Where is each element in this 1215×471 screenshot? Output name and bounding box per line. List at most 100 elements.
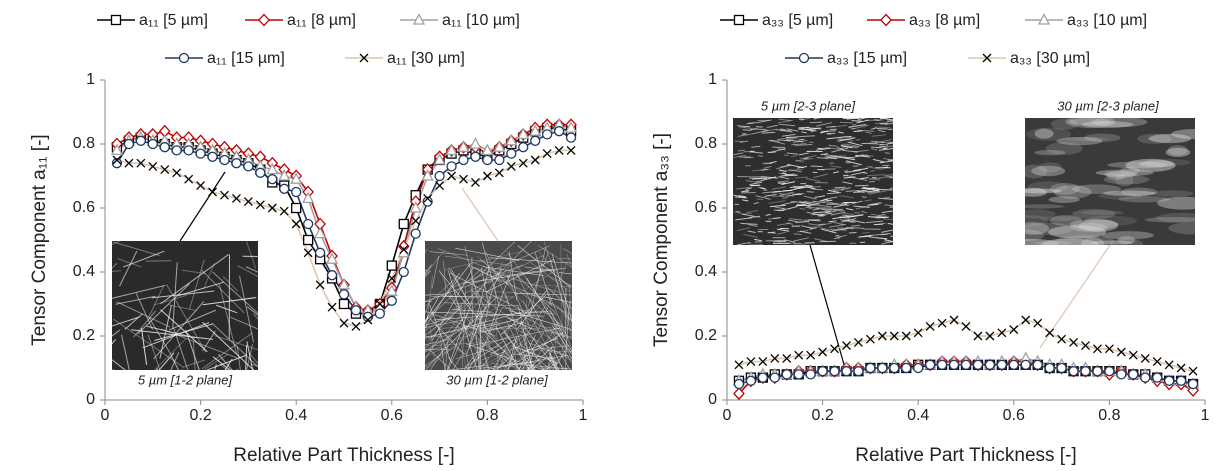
marker bbox=[445, 143, 458, 156]
inset-fiber bbox=[883, 218, 893, 221]
marker bbox=[1080, 366, 1091, 377]
inset-blob bbox=[1025, 204, 1065, 209]
marker bbox=[1188, 366, 1198, 376]
inset-fiber bbox=[438, 269, 486, 370]
inset-blob bbox=[1049, 214, 1082, 227]
inset-fiber bbox=[490, 336, 522, 370]
marker bbox=[136, 158, 146, 168]
inset-fiber bbox=[884, 174, 893, 176]
inset-fiber bbox=[779, 129, 793, 133]
inset-fiber bbox=[218, 284, 237, 354]
inset-blob bbox=[1069, 218, 1119, 230]
marker bbox=[913, 362, 924, 374]
inset-fiber bbox=[446, 301, 472, 370]
inset-fiber bbox=[205, 354, 247, 370]
inset-fiber bbox=[473, 338, 536, 370]
marker bbox=[374, 308, 386, 319]
marker bbox=[853, 366, 864, 377]
inset-fiber bbox=[845, 160, 862, 166]
marker bbox=[1116, 369, 1127, 380]
inset-fiber bbox=[874, 139, 892, 144]
inset-fiber bbox=[841, 187, 851, 191]
y-tick-label: 0.2 bbox=[73, 327, 95, 344]
inset-fiber bbox=[861, 196, 867, 199]
inset-fiber bbox=[538, 326, 572, 331]
inset-fiber bbox=[884, 240, 889, 243]
inset-fiber bbox=[778, 169, 787, 172]
inset-fiber bbox=[425, 346, 448, 357]
inset-fiber bbox=[830, 124, 848, 128]
inset-fiber bbox=[806, 203, 819, 207]
inset-fiber bbox=[563, 248, 572, 254]
marker bbox=[877, 362, 888, 374]
inset-fiber bbox=[870, 213, 880, 216]
inset-fiber bbox=[468, 285, 516, 347]
inset-fiber bbox=[553, 335, 557, 366]
inset-fiber bbox=[192, 340, 196, 370]
inset-fiber bbox=[425, 311, 497, 337]
inset-fiber bbox=[878, 176, 889, 179]
inset-fiber bbox=[853, 167, 869, 172]
inset-fiber bbox=[466, 327, 560, 347]
inset-fiber bbox=[843, 174, 853, 177]
marker bbox=[997, 328, 1007, 338]
inset-blob bbox=[1120, 187, 1158, 197]
inset-fiber bbox=[439, 271, 496, 340]
inset-fiber bbox=[425, 267, 483, 322]
inset-fiber bbox=[851, 219, 866, 224]
inset-fiber bbox=[504, 331, 564, 370]
inset-fiber bbox=[870, 203, 879, 206]
inset-fiber bbox=[550, 260, 572, 337]
inset-fiber bbox=[855, 154, 869, 158]
inset-fiber bbox=[529, 322, 559, 370]
inset-fiber bbox=[553, 323, 572, 361]
y-tick-label: 0.6 bbox=[695, 199, 717, 216]
x-axis-title: Relative Part Thickness [-] bbox=[233, 445, 454, 466]
inset-fiber bbox=[840, 136, 852, 138]
inset-fiber bbox=[851, 124, 869, 130]
inset-fiber bbox=[548, 276, 572, 287]
inset-fiber bbox=[245, 345, 248, 370]
marker bbox=[961, 321, 971, 331]
inset-fiber bbox=[853, 205, 870, 208]
x-tick-label: 0.4 bbox=[285, 407, 307, 424]
marker bbox=[124, 158, 134, 168]
inset-fiber bbox=[425, 250, 444, 276]
inset-fiber bbox=[448, 270, 478, 370]
inset-fiber bbox=[476, 255, 511, 287]
inset-fiber bbox=[839, 121, 853, 124]
marker bbox=[830, 344, 840, 354]
inset-fiber bbox=[857, 236, 868, 238]
inset-fiber bbox=[836, 203, 849, 207]
legend-label: a₃₃ [8 µm] bbox=[909, 12, 980, 29]
marker bbox=[470, 177, 480, 187]
inset-fiber bbox=[425, 342, 482, 347]
inset-fiber bbox=[546, 286, 572, 310]
marker bbox=[291, 186, 302, 198]
inset-fiber bbox=[449, 272, 531, 315]
inset-fiber bbox=[837, 147, 844, 150]
inset-fiber bbox=[748, 243, 763, 245]
inset-fiber bbox=[565, 357, 567, 370]
inset-blob bbox=[1048, 225, 1107, 239]
inset-fiber bbox=[547, 290, 572, 351]
inset-fiber bbox=[133, 310, 157, 338]
marker bbox=[481, 143, 494, 156]
inset-fiber bbox=[816, 122, 832, 127]
inset-fiber bbox=[779, 192, 789, 197]
inset-fiber bbox=[425, 346, 442, 353]
inset-blob bbox=[1110, 238, 1144, 245]
inset-blob bbox=[1155, 212, 1195, 223]
inset-fiber bbox=[779, 194, 785, 197]
inset-fiber bbox=[131, 329, 214, 340]
inset-blob bbox=[1025, 215, 1049, 227]
inset-fiber bbox=[760, 187, 766, 190]
inset-blob bbox=[1115, 173, 1134, 187]
inset-fiber bbox=[833, 237, 840, 240]
inset-fiber bbox=[443, 260, 447, 296]
marker bbox=[412, 13, 426, 25]
inset-fiber bbox=[831, 228, 848, 232]
inset-blob bbox=[1025, 238, 1059, 245]
inset-fiber bbox=[763, 165, 772, 169]
